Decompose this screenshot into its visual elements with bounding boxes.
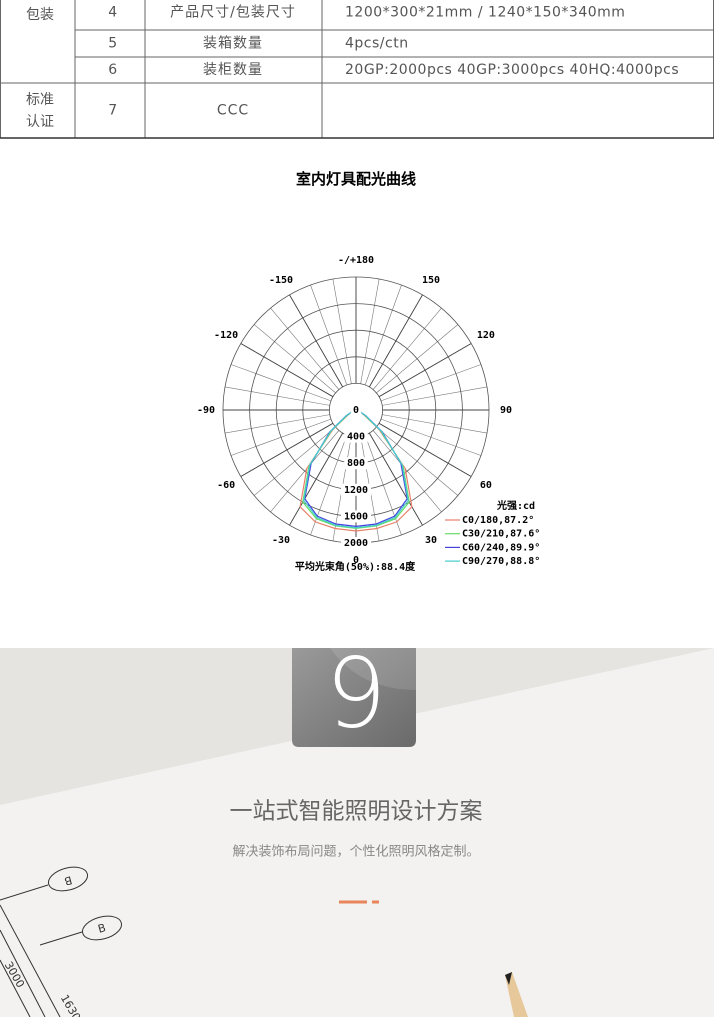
pencil — [505, 972, 528, 1017]
r-tick-label: 800 — [347, 458, 365, 469]
r-label-bg — [341, 537, 371, 549]
grid-spoke — [378, 343, 472, 398]
grid-spoke — [378, 422, 472, 477]
sketch-label: B — [63, 873, 74, 888]
r-tick-label: 400 — [347, 432, 365, 443]
theta-tick-label: -30 — [272, 535, 290, 546]
theta-tick-label: 120 — [477, 330, 495, 341]
intensity-curve — [303, 409, 409, 529]
grid-spoke — [289, 432, 344, 526]
banner-heading: 一站式智能照明设计方案 — [230, 799, 483, 825]
r-label-bg — [341, 510, 371, 523]
legend-title: 光强:cd — [496, 499, 535, 512]
pencil-tip — [505, 972, 512, 985]
r-label-bg — [350, 404, 362, 416]
sketch — [0, 866, 123, 1017]
banner-subheading: 解决装饰布局问题，个性化照明风格定制。 — [232, 844, 479, 860]
sketch-label: B — [97, 921, 108, 936]
theta-tick-label: 30 — [425, 535, 437, 546]
r-tick-label: 2000 — [344, 538, 368, 549]
table-cell: 7 — [108, 103, 117, 119]
number-gloss — [330, 648, 416, 690]
table-cell: 4 — [108, 5, 117, 21]
grid-spoke — [368, 294, 423, 388]
banner-number: 9 — [325, 637, 386, 749]
table-cell: 6 — [108, 62, 117, 78]
grid-spoke — [240, 343, 334, 398]
theta-tick-label: 150 — [422, 275, 440, 286]
table-cell: CCC — [217, 103, 249, 119]
chart-title: 室内灯具配光曲线 — [296, 170, 416, 188]
r-tick-label: 1600 — [344, 511, 368, 522]
table-cell: 装箱数量 — [203, 36, 263, 52]
r-label-bg — [344, 430, 368, 443]
number-box — [292, 648, 416, 747]
theta-tick-label: -60 — [217, 480, 235, 491]
grid-spoke — [368, 432, 423, 526]
r-label-bg — [341, 483, 371, 496]
theta-tick-label: -120 — [214, 330, 238, 341]
r-label-bg — [344, 457, 368, 470]
theta-tick-label: 90 — [500, 405, 512, 416]
theta-tick-label: -150 — [269, 275, 293, 286]
r-tick-label: 0 — [353, 405, 359, 416]
table-cell: 20GP:2000pcs 40GP:3000pcs 40HQ:4000pcs — [345, 62, 679, 78]
grid-spoke — [240, 422, 334, 477]
table-cell: 装柜数量 — [203, 62, 263, 78]
group-label: 包装 — [26, 7, 54, 23]
theta-tick-label: 0 — [353, 555, 359, 566]
grid-spoke — [289, 294, 344, 388]
group-label: 标准 — [26, 92, 54, 108]
theta-tick-label: -/+180 — [338, 255, 374, 266]
legend-label: C30/210,87.6° — [462, 529, 540, 540]
table-cell: 4pcs/ctn — [345, 36, 409, 52]
r-tick-label: 1200 — [344, 485, 368, 496]
table-cell: 5 — [108, 36, 117, 52]
theta-tick-label: 60 — [480, 480, 492, 491]
table-cell: 产品尺寸/包装尺寸 — [170, 5, 296, 21]
table-cell: 1200*300*21mm / 1240*150*340mm — [345, 5, 625, 21]
legend-label: C0/180,87.2° — [462, 515, 534, 526]
group-label: 认证 — [26, 114, 54, 130]
beam-angle-note: 平均光束角(50%):88.4度 — [295, 560, 416, 573]
legend-label: C60/240,89.9° — [462, 542, 540, 553]
legend-label: C90/270,88.8° — [462, 556, 540, 567]
theta-tick-label: -90 — [197, 405, 215, 416]
